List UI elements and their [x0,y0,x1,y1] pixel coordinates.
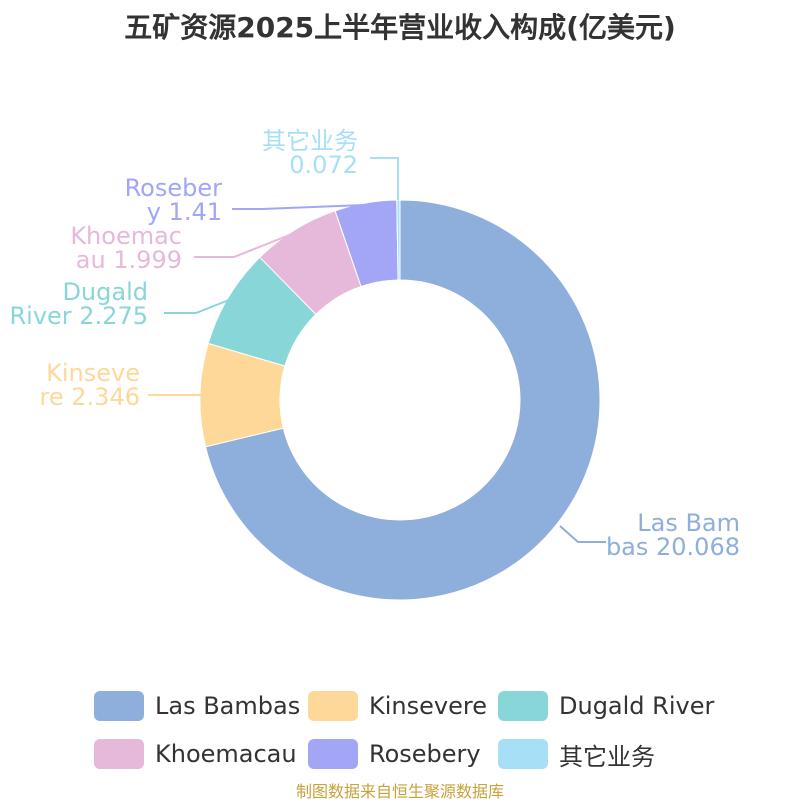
data-label-2: Dugald River 2.275 [9,278,148,330]
legend-label: Kinsevere [369,692,487,720]
label-leader-line-4 [232,204,365,210]
legend-swatch-khoemacau [94,739,144,769]
legend-swatch-dugald-river [498,691,548,721]
data-label-0: Las Bam bas 20.068 [606,509,740,561]
data-label-3: Khoemac au 1.999 [70,222,182,274]
label-leader-line-3 [194,231,298,258]
legend-item-las-bambas[interactable]: Las Bambas [94,688,300,724]
data-source-note: 制图数据来自恒生聚源数据库 [295,782,504,801]
legend-label: Rosebery [369,740,481,768]
legend-swatch-kinsevere [308,691,358,721]
legend-label: Khoemacau [155,740,297,768]
legend-item-other-business[interactable]: 其它业务 [498,736,655,772]
legend-item-khoemacau[interactable]: Khoemacau [94,736,297,772]
legend-item-kinsevere[interactable]: Kinsevere [308,688,487,724]
donut-chart: Las Bam bas 20.068 Kinseve re 2.346 Dugald Ri… [9,127,740,601]
label-leader-line-2 [164,297,235,314]
legend-swatch-other-business [498,739,548,769]
legend-label: 其它业务 [559,742,655,771]
legend-item-dugald-river[interactable]: Dugald River [498,688,714,724]
data-label-4: Roseber y 1.41 [125,174,223,226]
legend-swatch-rosebery [308,739,358,769]
donut-slice-0[interactable] [204,199,601,601]
donut-slice-5[interactable] [396,199,401,281]
data-label-5: 其它业务 0.072 [262,127,358,179]
legend-swatch-las-bambas [94,691,144,721]
legend-label: Las Bambas [155,692,301,720]
legend-item-rosebery[interactable]: Rosebery [308,736,481,772]
chart-title: 五矿资源2025上半年营业收入构成(亿美元) [124,11,676,44]
label-leader-line-5 [370,157,399,200]
label-leader-line-0 [559,525,606,543]
legend-label: Dugald River [559,692,715,720]
data-label-1: Kinseve re 2.346 [40,359,140,411]
